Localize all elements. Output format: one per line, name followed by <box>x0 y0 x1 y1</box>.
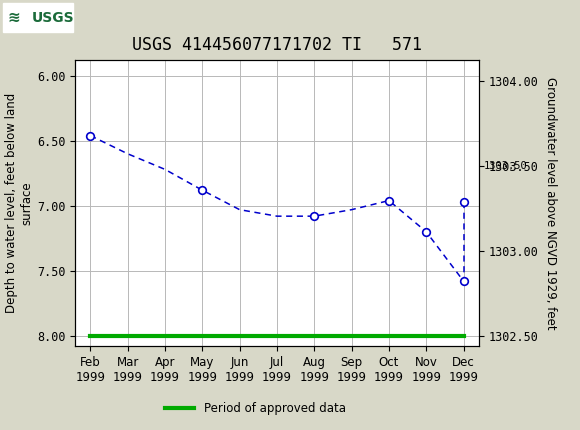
Text: 1303.50: 1303.50 <box>484 161 528 171</box>
FancyBboxPatch shape <box>3 3 72 32</box>
Text: USGS: USGS <box>32 11 74 25</box>
Legend: Period of approved data: Period of approved data <box>160 397 350 420</box>
Y-axis label: Groundwater level above NGVD 1929, feet: Groundwater level above NGVD 1929, feet <box>543 77 557 329</box>
Title: USGS 414456077171702 TI   571: USGS 414456077171702 TI 571 <box>132 37 422 55</box>
Y-axis label: Depth to water level, feet below land
surface: Depth to water level, feet below land su… <box>5 93 33 313</box>
Text: ≋: ≋ <box>7 10 20 25</box>
